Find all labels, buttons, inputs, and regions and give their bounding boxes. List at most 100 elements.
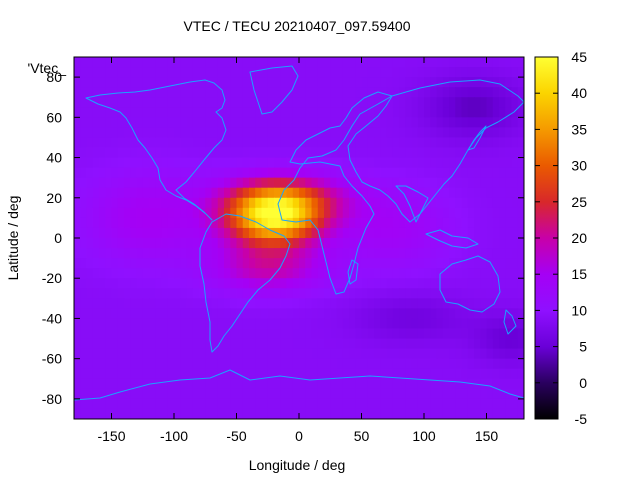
heatmap-cell [486, 217, 494, 229]
heatmap-cell [292, 338, 300, 350]
heatmap-cell [305, 338, 313, 350]
heatmap-cell [399, 328, 406, 340]
heatmap-cell [149, 388, 156, 400]
heatmap-cell [474, 248, 481, 259]
heatmap-cell [224, 97, 231, 108]
heatmap-cell [480, 137, 488, 149]
heatmap-cell [249, 67, 256, 78]
heatmap-cell [286, 207, 294, 219]
heatmap-cell [342, 57, 350, 68]
heatmap-cell [449, 77, 456, 88]
heatmap-cell [92, 157, 100, 169]
heatmap-cell [317, 248, 325, 259]
heatmap-cell [299, 298, 306, 309]
heatmap-cell [74, 87, 81, 98]
heatmap-cell [174, 197, 181, 209]
heatmap-cell [236, 368, 244, 380]
heatmap-cell [267, 57, 275, 68]
heatmap-cell [486, 358, 494, 370]
heatmap-cell [280, 107, 288, 118]
heatmap-cell [436, 127, 444, 139]
heatmap-cell [255, 368, 263, 380]
heatmap-cell [474, 157, 481, 169]
heatmap-cell [267, 217, 275, 229]
heatmap-cell [130, 328, 138, 340]
heatmap-cell [255, 268, 263, 279]
heatmap-cell [74, 378, 81, 390]
heatmap-cell [161, 318, 169, 330]
heatmap-cell [105, 278, 113, 289]
heatmap-cell [461, 187, 469, 199]
heatmap-cell [517, 97, 524, 108]
heatmap-cell [367, 338, 375, 350]
heatmap-cell [380, 147, 388, 159]
heatmap-cell [174, 268, 181, 279]
heatmap-cell [330, 348, 338, 360]
heatmap-cell [249, 258, 256, 269]
heatmap-cell [136, 77, 144, 88]
heatmap-cell [249, 217, 256, 229]
heatmap-cell [511, 368, 519, 380]
heatmap-cell [499, 157, 506, 169]
heatmap-cell [311, 378, 319, 390]
y-tick-label: -20 [42, 270, 62, 286]
heatmap-cell [355, 227, 363, 239]
heatmap-cell [455, 137, 463, 149]
heatmap-cell [186, 308, 194, 320]
heatmap-cell [174, 207, 181, 219]
heatmap-cell [86, 298, 94, 309]
heatmap-cell [449, 408, 456, 419]
heatmap-cell [405, 318, 413, 330]
heatmap-cell [367, 398, 375, 410]
heatmap-cell [517, 368, 524, 380]
heatmap-cell [305, 207, 313, 219]
heatmap-cell [149, 318, 156, 330]
heatmap-cell [455, 408, 463, 419]
heatmap-cell [305, 147, 313, 159]
colorbar-tick-label: 0 [579, 375, 587, 391]
heatmap-cell [74, 248, 81, 259]
heatmap-cell [236, 378, 244, 390]
heatmap-cell [467, 238, 475, 249]
heatmap-cell [361, 238, 369, 249]
heatmap-cell [280, 187, 288, 199]
heatmap-cell [292, 97, 300, 108]
heatmap-cell [199, 408, 206, 419]
heatmap-cell [330, 227, 338, 239]
heatmap-cell [367, 177, 375, 189]
heatmap-cell [511, 388, 519, 400]
heatmap-cell [211, 298, 219, 309]
heatmap-cell [317, 107, 325, 118]
heatmap-cell [380, 318, 388, 330]
heatmap-cell [317, 157, 325, 169]
heatmap-cell [411, 177, 419, 189]
heatmap-cell [74, 328, 81, 340]
heatmap-cell [424, 328, 431, 340]
heatmap-cell [217, 117, 225, 128]
heatmap-cell [480, 157, 488, 169]
heatmap-cell [411, 368, 419, 380]
heatmap-cell [199, 318, 206, 330]
heatmap-cell [130, 398, 138, 410]
heatmap-cell [167, 288, 175, 299]
heatmap-cell [249, 57, 256, 68]
heatmap-cell [242, 127, 250, 139]
heatmap-cell [242, 288, 250, 299]
heatmap-cell [255, 308, 263, 320]
heatmap-cell [111, 67, 119, 78]
coastline-new-zealand [503, 309, 517, 335]
heatmap-cell [92, 127, 100, 139]
heatmap-cell [155, 378, 163, 390]
heatmap-cell [267, 368, 275, 380]
heatmap-cell [199, 388, 206, 400]
heatmap-cell [242, 207, 250, 219]
heatmap-cell [136, 358, 144, 370]
heatmap-cell [286, 338, 294, 350]
heatmap-cell [380, 157, 388, 169]
heatmap-cell [455, 87, 463, 98]
heatmap-cell [430, 258, 438, 269]
heatmap-cell [186, 87, 194, 98]
heatmap-cell [367, 137, 375, 149]
heatmap-cell [330, 177, 338, 189]
